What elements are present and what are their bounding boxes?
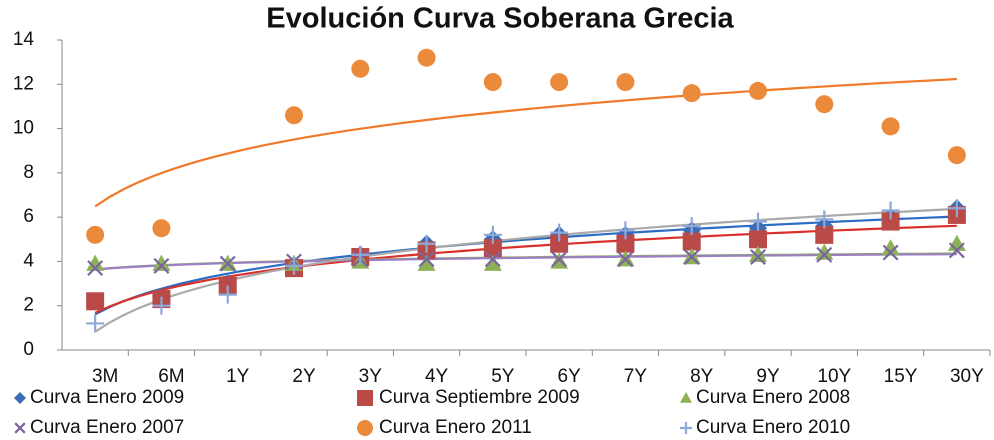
marker: [152, 296, 171, 315]
x-tick-label: 10Y: [817, 366, 851, 387]
legend-label: Curva Enero 2008: [696, 387, 850, 408]
marker: [351, 59, 370, 78]
marker: [948, 242, 965, 259]
legend-marker: [680, 422, 692, 434]
marker: [219, 255, 236, 272]
marker: [815, 243, 834, 260]
marker: [882, 244, 899, 261]
marker: [750, 249, 766, 265]
y-tick-label: 10: [13, 118, 34, 139]
marker: [816, 246, 833, 263]
marker: [218, 285, 237, 304]
marker: [617, 251, 634, 268]
marker: [616, 221, 635, 240]
marker: [683, 249, 700, 265]
trend-line: [94, 224, 957, 314]
legend-label: Curva Enero 2007: [30, 417, 184, 438]
marker: [749, 81, 767, 100]
marker: [551, 251, 568, 268]
marker: [682, 217, 701, 235]
x-tick-label: 3M: [92, 366, 118, 387]
marker: [153, 257, 170, 274]
marker: [483, 239, 502, 258]
marker: [417, 48, 436, 67]
legend-marker: [14, 392, 26, 404]
legend-marker: [14, 422, 26, 434]
x-tick-label: 30Y: [950, 366, 984, 387]
y-tick-label: 0: [23, 339, 34, 360]
x-tick-label: 6Y: [558, 366, 582, 387]
trend-line: [95, 253, 957, 271]
marker: [417, 234, 436, 253]
x-tick-label: 3Y: [359, 366, 383, 387]
marker: [351, 245, 370, 264]
marker: [616, 234, 635, 253]
x-tick-label: 4Y: [425, 366, 449, 387]
marker: [483, 225, 502, 244]
marker: [550, 223, 569, 242]
y-tick-label: 2: [23, 295, 34, 316]
y-tick-label: 12: [13, 73, 34, 94]
marker: [881, 239, 900, 256]
legend-marker: [357, 390, 373, 406]
x-tick-label: 8Y: [690, 366, 714, 387]
marker: [881, 201, 900, 220]
marker: [815, 210, 834, 229]
x-tick-label: 2Y: [292, 366, 316, 387]
trend-line: [94, 77, 957, 208]
marker: [418, 251, 435, 268]
marker: [881, 117, 900, 136]
marker: [749, 212, 767, 231]
marker: [815, 95, 834, 114]
legend-marker: [680, 392, 692, 403]
marker: [947, 199, 966, 218]
legend-label: Curva Enero 2009: [30, 387, 184, 408]
marker: [483, 254, 502, 271]
marker: [881, 212, 900, 231]
legend-label: Curva Septiembre 2009: [379, 387, 580, 408]
marker: [550, 234, 569, 253]
marker: [285, 256, 303, 275]
marker: [682, 84, 701, 103]
marker: [484, 251, 501, 268]
marker: [483, 73, 502, 92]
marker: [815, 225, 834, 244]
y-tick-label: 4: [23, 250, 34, 271]
marker: [749, 230, 767, 249]
marker: [86, 254, 105, 271]
marker: [616, 73, 635, 92]
y-tick-label: 8: [23, 162, 34, 183]
marker: [682, 232, 701, 251]
trend-line: [94, 215, 957, 316]
y-tick-label: 14: [13, 29, 35, 50]
chart-title: Evolución Curva Soberana Grecia: [266, 3, 734, 35]
x-tick-label: 6M: [158, 366, 184, 387]
marker: [86, 225, 105, 244]
x-tick-label: 15Y: [884, 366, 918, 387]
marker: [749, 245, 767, 262]
legend-label: Curva Enero 2010: [696, 417, 850, 438]
marker: [947, 146, 966, 165]
marker: [86, 292, 105, 311]
x-tick-label: 9Y: [756, 366, 780, 387]
marker: [285, 106, 303, 125]
y-tick-label: 6: [23, 206, 34, 227]
trend-line: [94, 207, 957, 333]
legend-marker: [357, 420, 373, 436]
x-tick-label: 5Y: [491, 366, 515, 387]
x-tick-label: 7Y: [624, 366, 648, 387]
marker: [87, 260, 104, 277]
marker: [152, 219, 171, 238]
legend-label: Curva Enero 2011: [379, 417, 532, 438]
marker: [550, 73, 569, 92]
x-tick-label: 1Y: [226, 366, 250, 387]
marker: [152, 254, 171, 271]
marker: [417, 254, 436, 271]
marker: [86, 314, 105, 333]
